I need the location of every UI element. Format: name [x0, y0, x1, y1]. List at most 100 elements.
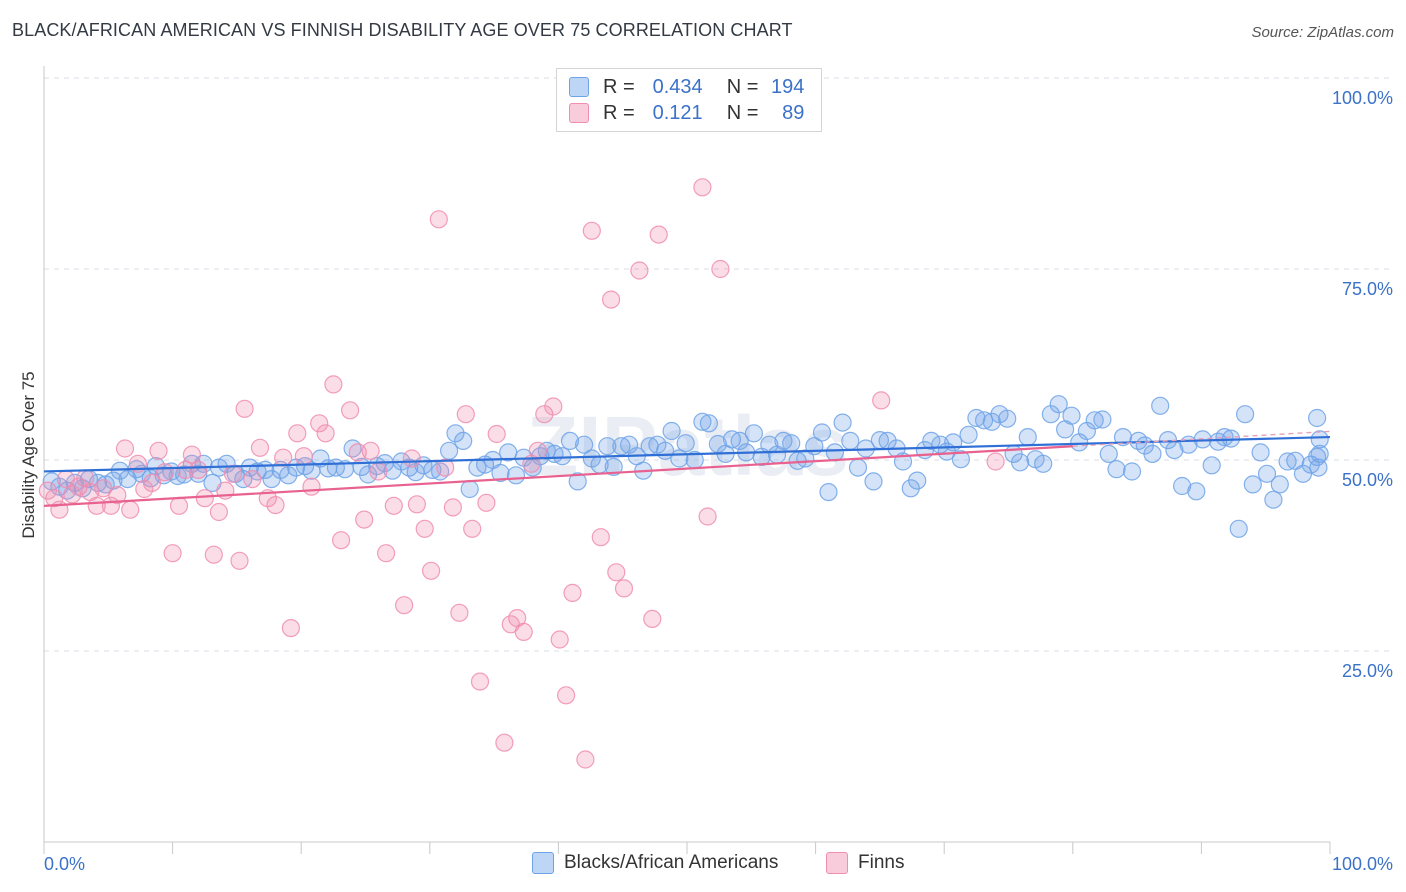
data-point-blacks	[951, 450, 971, 469]
data-point-blacks	[279, 466, 298, 485]
data-point-blacks	[1251, 443, 1270, 462]
data-point-finns	[601, 290, 621, 309]
data-point-blacks	[922, 431, 941, 450]
data-point-blacks	[1264, 490, 1283, 509]
data-point-blacks	[825, 443, 845, 462]
data-point-finns	[576, 750, 595, 769]
data-point-blacks	[460, 479, 479, 499]
data-point-blacks	[1143, 444, 1162, 463]
data-point-blacks	[676, 434, 695, 453]
data-point-finns	[591, 528, 610, 547]
data-point-finns	[698, 507, 717, 526]
data-point-blacks	[1151, 396, 1170, 415]
data-point-finns	[436, 458, 455, 477]
data-point-finns	[169, 496, 189, 515]
data-point-finns	[630, 261, 649, 280]
data-point-finns	[369, 462, 388, 481]
data-point-finns	[514, 622, 533, 642]
data-point-blacks	[1172, 476, 1192, 496]
data-point-blacks	[1202, 456, 1221, 475]
data-point-blacks	[812, 423, 832, 442]
x-tick-label-left: 0.0%	[44, 854, 85, 874]
data-point-blacks	[662, 421, 681, 441]
data-point-blacks	[722, 430, 742, 449]
data-point-finns	[310, 414, 329, 433]
data-point-finns	[495, 733, 514, 752]
data-point-blacks	[1257, 464, 1277, 483]
data-point-finns	[341, 401, 360, 420]
legend-row-blacks: R = 0.434 N = 194	[569, 74, 804, 100]
data-point-blacks	[1049, 395, 1068, 414]
trend-line-finns	[43, 445, 1073, 507]
y-tick-label: 50.0%	[1342, 470, 1393, 490]
legend-row-finns: R = 0.121 N = 89	[569, 100, 804, 126]
data-point-finns	[266, 496, 285, 515]
data-point-blacks	[982, 412, 1001, 431]
data-point-finns	[121, 500, 140, 519]
data-point-blacks	[1215, 428, 1234, 447]
data-point-blacks	[491, 463, 510, 483]
data-point-blacks	[553, 447, 572, 466]
trend-line-finns-extension	[1072, 430, 1331, 447]
legend-swatch-blue	[569, 77, 589, 97]
legend-r-label: R =	[603, 101, 635, 124]
data-point-finns	[582, 221, 601, 240]
data-point-blacks	[819, 483, 838, 502]
data-point-finns	[182, 445, 201, 464]
y-axis-label: Disability Age Over 75	[19, 371, 38, 538]
axes	[43, 66, 1331, 854]
data-point-finns	[693, 178, 712, 197]
y-tick-label: 25.0%	[1342, 661, 1393, 681]
data-point-blacks	[1293, 464, 1313, 483]
data-point-blacks	[833, 413, 852, 432]
data-point-finns	[456, 405, 475, 424]
bottom-legend-swatch-pink	[826, 852, 848, 874]
data-point-finns	[45, 489, 64, 508]
data-point-finns	[415, 519, 434, 538]
data-point-blacks	[454, 431, 473, 450]
data-point-blacks	[1062, 406, 1081, 425]
data-point-blacks	[1229, 519, 1248, 538]
data-point-finns	[872, 391, 891, 410]
data-point-finns	[607, 563, 626, 582]
data-point-finns	[155, 463, 174, 482]
data-point-blacks	[1310, 430, 1329, 449]
data-point-finns	[38, 481, 58, 500]
data-point-blacks	[1122, 462, 1142, 481]
data-point-finns	[402, 449, 421, 468]
data-point-blacks	[446, 424, 465, 443]
bottom-legend-label: Finns	[858, 852, 905, 873]
bottom-legend-finns: Finns	[826, 852, 904, 874]
data-point-finns	[332, 531, 351, 550]
data-point-blacks	[1187, 482, 1206, 501]
legend-n-label: N =	[726, 101, 759, 124]
data-point-finns	[395, 596, 414, 615]
data-point-blacks	[782, 434, 801, 453]
data-point-finns	[450, 603, 469, 622]
data-point-finns	[288, 424, 307, 443]
data-point-finns	[986, 452, 1005, 471]
data-point-blacks	[574, 435, 594, 454]
data-point-finns	[195, 489, 214, 508]
bottom-legend-label: Blacks/African Americans	[564, 852, 779, 873]
data-point-finns	[302, 477, 321, 496]
data-point-finns	[563, 583, 582, 603]
legend-n-value: 89	[782, 101, 805, 124]
data-point-blacks	[1235, 405, 1255, 424]
data-point-blacks	[1034, 454, 1053, 473]
data-point-finns	[281, 618, 300, 638]
data-point-finns	[487, 424, 506, 444]
y-tick-labels: 100.0% 75.0% 50.0% 25.0%	[1332, 88, 1393, 681]
data-point-blacks	[699, 414, 719, 433]
legend-n-label: N =	[726, 75, 759, 98]
data-point-blacks	[506, 466, 526, 485]
data-point-finns	[108, 486, 127, 505]
data-point-finns	[614, 579, 634, 598]
data-point-blacks	[959, 425, 978, 444]
data-point-blacks	[568, 472, 587, 491]
data-point-blacks	[1307, 408, 1327, 428]
data-point-finns	[324, 375, 343, 394]
data-point-finns	[377, 544, 396, 563]
y-tick-label: 75.0%	[1342, 279, 1393, 299]
trend-line-blacks	[43, 435, 1331, 473]
